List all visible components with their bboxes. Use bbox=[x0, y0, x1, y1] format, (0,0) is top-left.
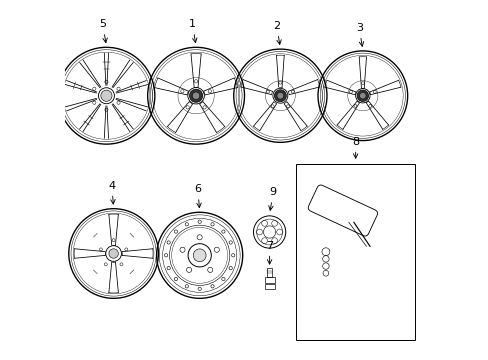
Circle shape bbox=[109, 249, 118, 258]
Text: 4: 4 bbox=[108, 181, 115, 204]
Circle shape bbox=[274, 90, 286, 102]
Text: 5: 5 bbox=[99, 19, 107, 42]
Circle shape bbox=[359, 93, 366, 99]
Text: 3: 3 bbox=[355, 23, 363, 46]
Text: 7: 7 bbox=[265, 240, 273, 264]
Circle shape bbox=[101, 90, 112, 101]
Circle shape bbox=[192, 92, 200, 99]
Text: 6: 6 bbox=[194, 184, 201, 208]
Circle shape bbox=[276, 93, 283, 99]
Text: 8: 8 bbox=[351, 137, 359, 158]
Circle shape bbox=[193, 249, 205, 262]
Circle shape bbox=[356, 90, 368, 102]
Circle shape bbox=[189, 89, 202, 102]
Text: 1: 1 bbox=[189, 19, 197, 42]
Text: 2: 2 bbox=[273, 21, 281, 44]
Text: 9: 9 bbox=[268, 187, 276, 210]
